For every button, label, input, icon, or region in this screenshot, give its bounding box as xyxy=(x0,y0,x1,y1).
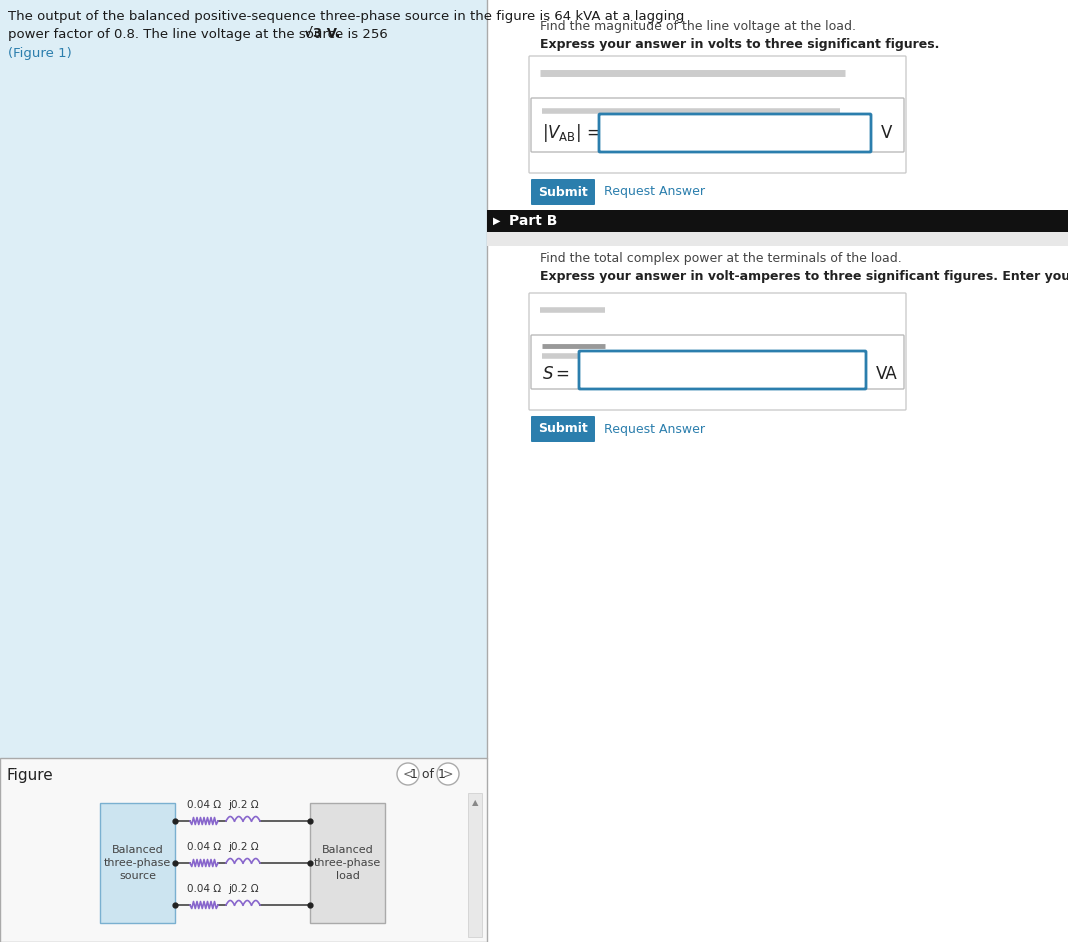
Text: power factor of 0.8. The line voltage at the source is 256: power factor of 0.8. The line voltage at… xyxy=(7,28,388,41)
Text: Figure: Figure xyxy=(6,768,52,783)
Text: 0.04 Ω: 0.04 Ω xyxy=(187,842,221,852)
Text: 0.04 Ω: 0.04 Ω xyxy=(187,800,221,810)
Text: The output of the balanced positive-sequence three-phase source in the figure is: The output of the balanced positive-sequ… xyxy=(7,10,685,23)
Text: <: < xyxy=(403,768,413,781)
Text: Submit: Submit xyxy=(538,423,587,435)
Text: √3 V.: √3 V. xyxy=(304,28,341,41)
Text: ▶: ▶ xyxy=(493,216,501,226)
Text: j0.2 Ω: j0.2 Ω xyxy=(227,842,258,852)
Text: Part B: Part B xyxy=(509,214,557,228)
Text: 0.04 Ω: 0.04 Ω xyxy=(187,884,221,894)
FancyBboxPatch shape xyxy=(599,114,871,152)
Text: Request Answer: Request Answer xyxy=(604,423,705,435)
Text: Express your answer in volts to three significant figures.: Express your answer in volts to three si… xyxy=(540,38,940,51)
Text: j0.2 Ω: j0.2 Ω xyxy=(227,884,258,894)
FancyBboxPatch shape xyxy=(531,335,904,389)
Text: V: V xyxy=(881,124,893,142)
FancyBboxPatch shape xyxy=(529,293,906,410)
Text: Express your answer in volt-amperes to three significant figures. Enter your ans: Express your answer in volt-amperes to t… xyxy=(540,270,1068,283)
Circle shape xyxy=(397,763,419,785)
Bar xyxy=(468,793,482,937)
Text: $S=$: $S=$ xyxy=(541,365,570,383)
Text: (Figure 1): (Figure 1) xyxy=(7,47,72,60)
Text: load: load xyxy=(335,871,360,881)
Text: j0.2 Ω: j0.2 Ω xyxy=(227,800,258,810)
FancyBboxPatch shape xyxy=(310,803,384,923)
Text: >: > xyxy=(443,768,453,781)
Text: Submit: Submit xyxy=(538,186,587,199)
Text: ▲: ▲ xyxy=(472,798,478,807)
Circle shape xyxy=(437,763,459,785)
Bar xyxy=(0,0,487,758)
Text: Request Answer: Request Answer xyxy=(604,186,705,199)
FancyBboxPatch shape xyxy=(531,179,595,205)
Bar xyxy=(487,232,1068,246)
FancyBboxPatch shape xyxy=(529,56,906,173)
FancyBboxPatch shape xyxy=(531,416,595,442)
FancyBboxPatch shape xyxy=(100,803,175,923)
Text: Balanced: Balanced xyxy=(112,845,163,855)
Bar xyxy=(0,758,487,942)
Text: three-phase: three-phase xyxy=(104,858,171,868)
Text: three-phase: three-phase xyxy=(314,858,381,868)
FancyBboxPatch shape xyxy=(579,351,866,389)
Text: $|V_{\mathrm{AB}}|$ =: $|V_{\mathrm{AB}}|$ = xyxy=(541,122,600,144)
FancyBboxPatch shape xyxy=(531,98,904,152)
Text: Find the magnitude of the line voltage at the load.: Find the magnitude of the line voltage a… xyxy=(540,20,855,33)
Text: source: source xyxy=(119,871,156,881)
Text: Find the total complex power at the terminals of the load.: Find the total complex power at the term… xyxy=(540,252,901,265)
Text: VA: VA xyxy=(876,365,898,383)
Text: 1 of 1: 1 of 1 xyxy=(410,768,446,781)
Text: Balanced: Balanced xyxy=(321,845,374,855)
Bar xyxy=(487,210,1068,232)
